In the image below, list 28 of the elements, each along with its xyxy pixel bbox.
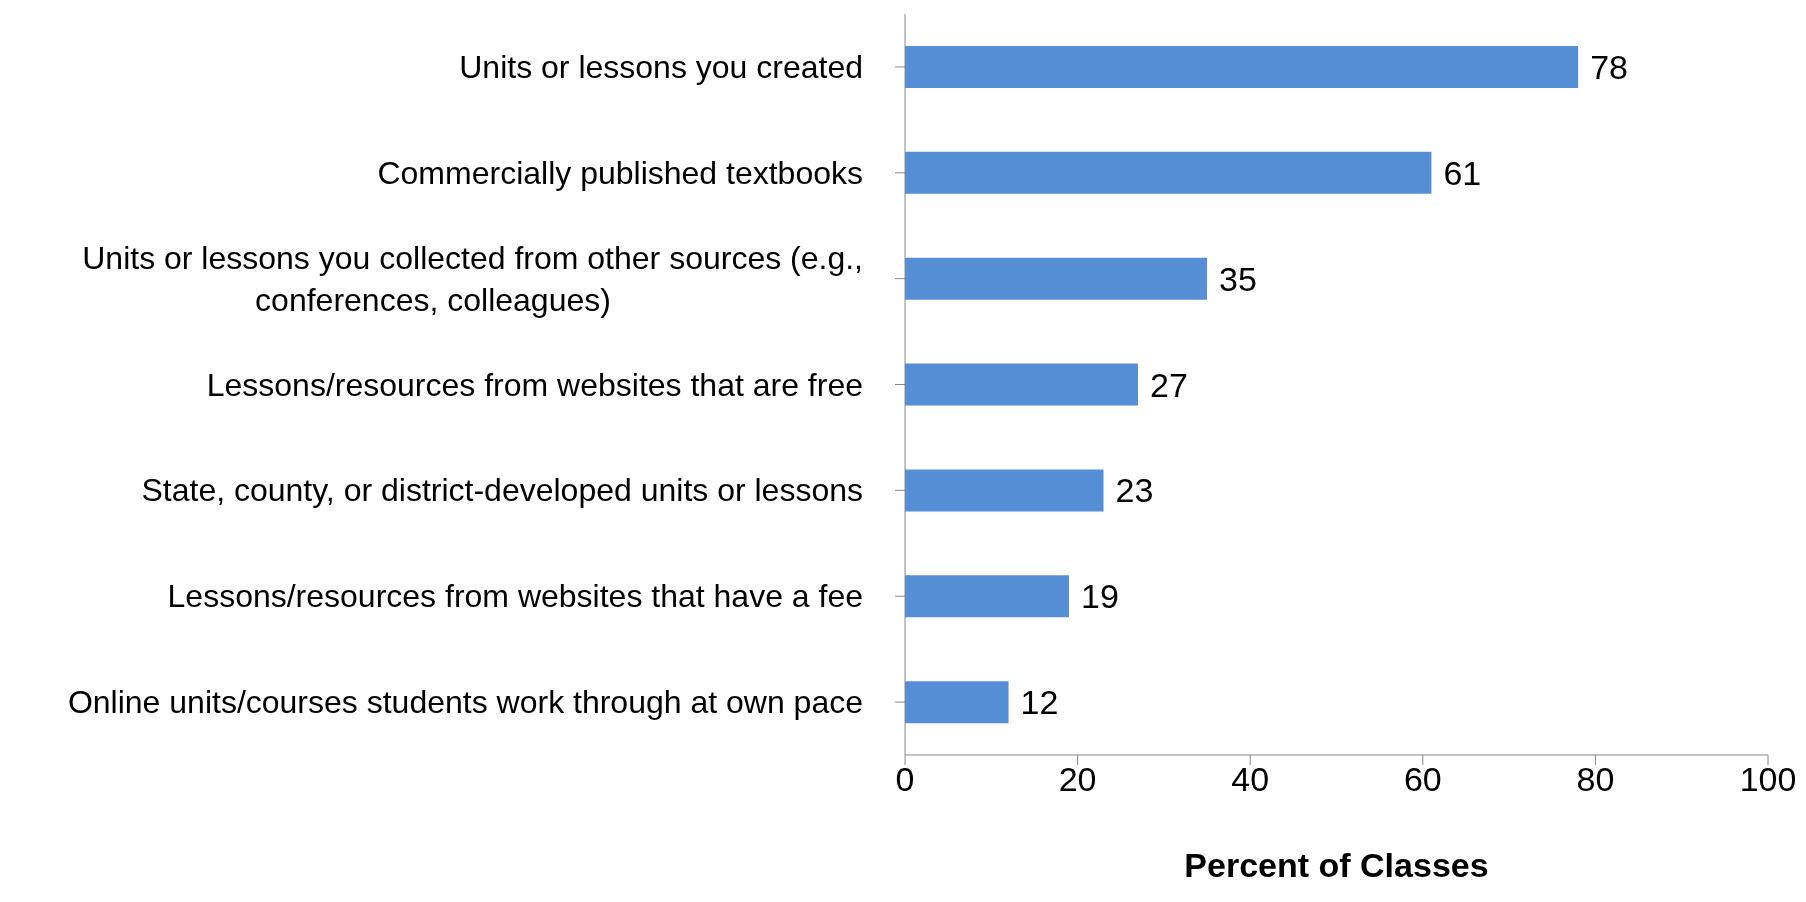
y-tick-label: Lessons/resources from websites that have a fee bbox=[167, 578, 863, 615]
data-label: 78 bbox=[1590, 48, 1628, 87]
x-tick-label: 60 bbox=[1403, 760, 1442, 799]
x-axis-title: Percent of Classes bbox=[1184, 846, 1489, 884]
x-tick-label: 20 bbox=[1058, 760, 1097, 799]
x-tick-label: 80 bbox=[1576, 760, 1615, 799]
data-label: 35 bbox=[1219, 259, 1257, 298]
y-tick-label: Commercially published textbooks bbox=[377, 154, 863, 191]
y-tick-label: Lessons/resources from websites that are free bbox=[206, 366, 863, 403]
data-label: 23 bbox=[1115, 471, 1154, 510]
data-label: 61 bbox=[1443, 153, 1482, 192]
x-tick-label: 100 bbox=[1739, 760, 1797, 799]
bar bbox=[905, 363, 1139, 406]
y-tick-label: Units or lessons you collected from other sources (e.g., conferences, colleagues) bbox=[82, 239, 863, 318]
x-tick-label: 40 bbox=[1231, 760, 1270, 799]
data-label: 19 bbox=[1080, 577, 1119, 616]
y-tick-label: State, county, or district-developed units or lessons bbox=[141, 472, 863, 509]
data-label: 27 bbox=[1150, 365, 1188, 404]
bar bbox=[905, 469, 1104, 512]
data-label: 12 bbox=[1020, 683, 1059, 722]
y-tick-label: Units or lessons you created bbox=[459, 48, 863, 85]
bar bbox=[905, 151, 1432, 194]
bar bbox=[905, 681, 1009, 724]
bar bbox=[905, 575, 1069, 618]
y-tick-label: Online units/courses students work through at own pace bbox=[67, 684, 863, 721]
bar bbox=[905, 46, 1579, 88]
bar bbox=[905, 257, 1208, 300]
x-tick-label: 0 bbox=[895, 760, 915, 799]
